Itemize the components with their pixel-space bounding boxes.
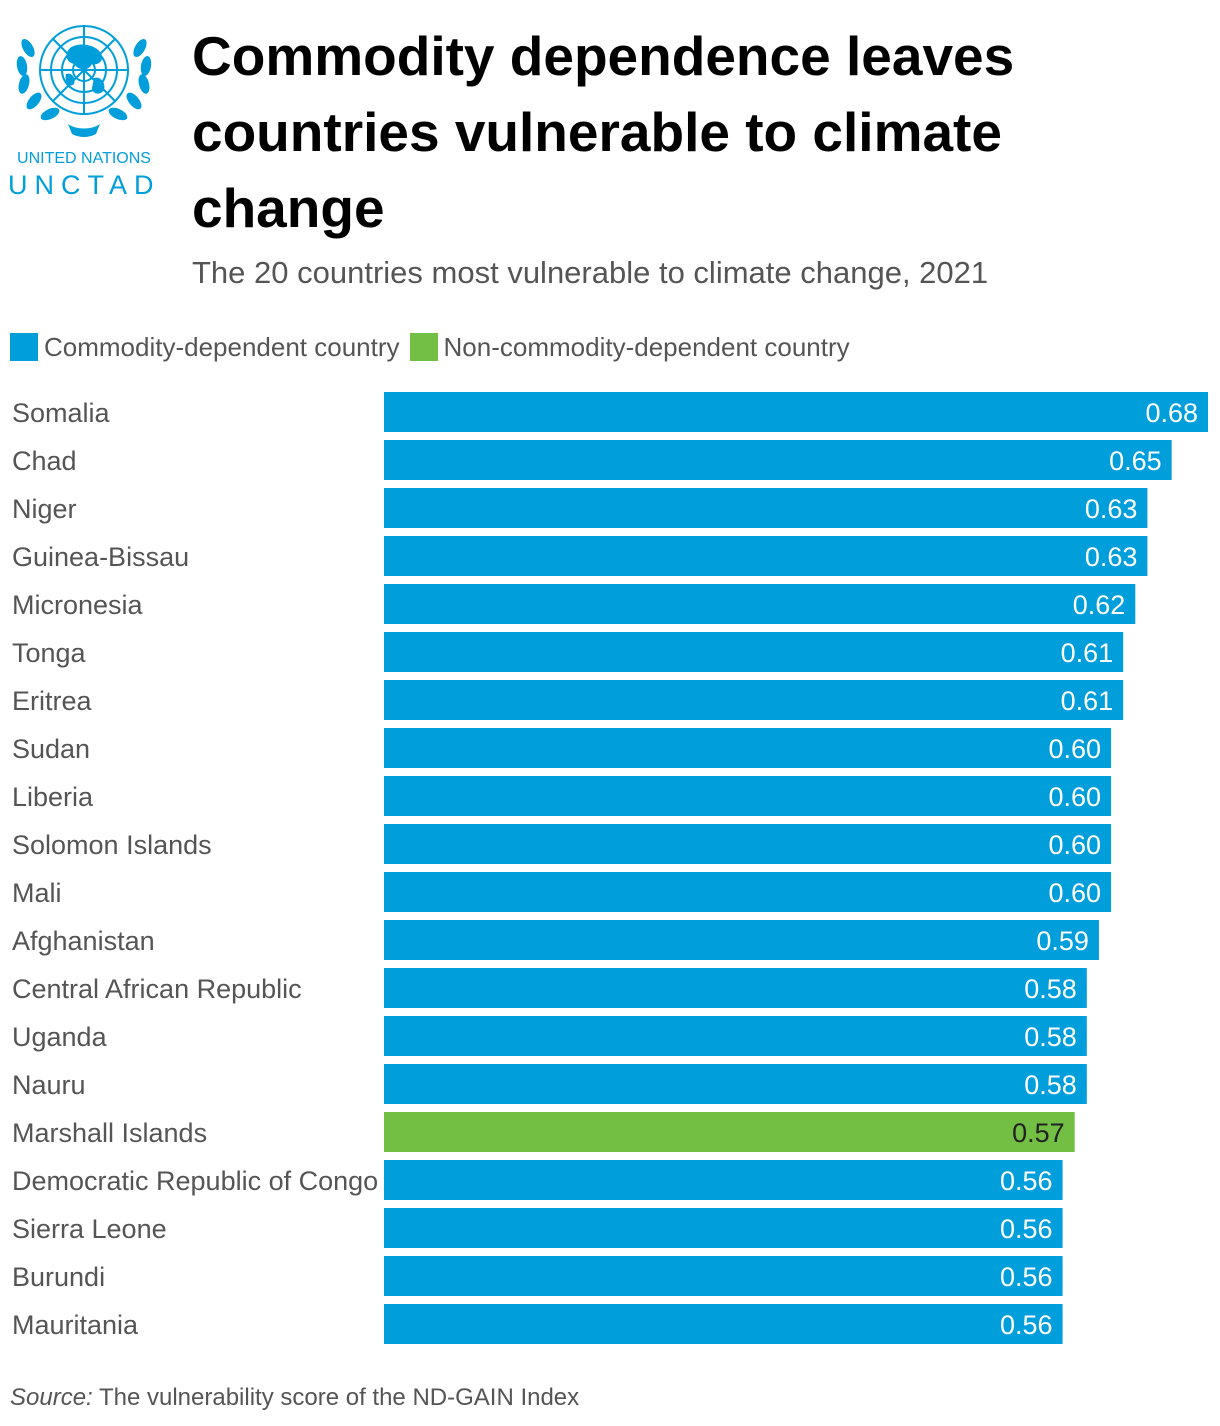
category-label: Afghanistan bbox=[12, 926, 155, 956]
bar bbox=[384, 1064, 1087, 1104]
bar bbox=[384, 680, 1124, 720]
category-label: Mauritania bbox=[12, 1310, 139, 1340]
source-prefix: Source: bbox=[10, 1384, 93, 1411]
bar bbox=[384, 536, 1148, 576]
bar bbox=[384, 632, 1124, 672]
category-label: Micronesia bbox=[12, 590, 144, 620]
bar bbox=[384, 1256, 1063, 1296]
bar bbox=[384, 1160, 1063, 1200]
bar-value-label: 0.58 bbox=[1024, 1022, 1077, 1052]
bar bbox=[384, 920, 1099, 960]
bar-value-label: 0.60 bbox=[1048, 734, 1101, 764]
bar bbox=[384, 872, 1112, 912]
bar-value-label: 0.56 bbox=[1000, 1214, 1053, 1244]
category-label: Central African Republic bbox=[12, 974, 302, 1004]
bar bbox=[384, 968, 1087, 1008]
bar bbox=[384, 1208, 1063, 1248]
chart-subtitle: The 20 countries most vulnerable to clim… bbox=[192, 255, 989, 290]
bar-value-label: 0.63 bbox=[1085, 542, 1138, 572]
bar-value-label: 0.56 bbox=[1000, 1166, 1053, 1196]
legend-item-commodity: Commodity-dependent country bbox=[10, 332, 400, 363]
bar-value-label: 0.61 bbox=[1061, 638, 1114, 668]
category-label: Eritrea bbox=[12, 686, 93, 716]
bar-value-label: 0.60 bbox=[1048, 782, 1101, 812]
bar-value-label: 0.61 bbox=[1061, 686, 1114, 716]
bar-value-label: 0.59 bbox=[1036, 926, 1089, 956]
category-label: Democratic Republic of Congo bbox=[12, 1166, 378, 1196]
un-emblem-icon bbox=[16, 25, 152, 137]
category-label: Somalia bbox=[12, 398, 111, 428]
bar-value-label: 0.65 bbox=[1109, 446, 1162, 476]
category-label: Tonga bbox=[12, 638, 87, 668]
legend: Commodity-dependent country Non-commodit… bbox=[10, 330, 860, 364]
bar-chart: Somalia 0.68 Chad 0.65 Niger 0.63 Guinea-Bissa… bbox=[12, 392, 1208, 1344]
legend-label-non-commodity: Non-commodity-dependent country bbox=[443, 331, 850, 362]
category-label: Sierra Leone bbox=[12, 1214, 167, 1244]
unctad-logo: UNITED NATIONS UNCTAD bbox=[8, 8, 161, 200]
category-label: Chad bbox=[12, 446, 77, 476]
bar bbox=[384, 824, 1112, 864]
category-label: Uganda bbox=[12, 1022, 108, 1052]
legend-swatch-non-commodity bbox=[409, 333, 438, 361]
category-label: Niger bbox=[12, 494, 77, 524]
bar bbox=[384, 584, 1136, 624]
category-label: Solomon Islands bbox=[12, 830, 212, 860]
source-text: The vulnerability score of the ND-GAIN I… bbox=[92, 1384, 580, 1411]
legend-swatch-commodity bbox=[10, 333, 38, 361]
source-note: Source: The vulnerability score of the N… bbox=[10, 1384, 579, 1412]
logo-text-united-nations: UNITED NATIONS bbox=[17, 150, 151, 167]
bar-value-label: 0.57 bbox=[1012, 1118, 1065, 1148]
bar-value-label: 0.68 bbox=[1145, 398, 1198, 428]
bar bbox=[384, 440, 1172, 480]
bar bbox=[384, 1304, 1063, 1344]
bar-value-label: 0.56 bbox=[1000, 1262, 1053, 1292]
bar-value-label: 0.58 bbox=[1024, 974, 1077, 1004]
bar-value-label: 0.58 bbox=[1024, 1070, 1077, 1100]
bar-value-label: 0.63 bbox=[1085, 494, 1138, 524]
legend-label-commodity: Commodity-dependent country bbox=[44, 331, 400, 362]
legend-item-non-commodity: Non-commodity-dependent country bbox=[409, 331, 850, 363]
bar bbox=[384, 728, 1112, 768]
category-label: Nauru bbox=[12, 1070, 86, 1100]
bar-value-label: 0.60 bbox=[1048, 878, 1101, 908]
category-label: Marshall Islands bbox=[12, 1118, 207, 1148]
chart-title: Commodity dependence leaves countries vu… bbox=[192, 25, 1015, 239]
bar-value-label: 0.62 bbox=[1073, 590, 1126, 620]
category-label: Burundi bbox=[12, 1262, 105, 1292]
category-label: Liberia bbox=[12, 782, 94, 812]
bar-value-label: 0.56 bbox=[1000, 1310, 1053, 1340]
bar bbox=[384, 1016, 1087, 1056]
category-label: Guinea-Bissau bbox=[12, 542, 189, 572]
bar bbox=[384, 488, 1148, 528]
logo-text-unctad: UNCTAD bbox=[8, 170, 161, 200]
category-label: Sudan bbox=[12, 734, 90, 764]
category-label: Mali bbox=[12, 878, 62, 908]
bar-value-label: 0.60 bbox=[1048, 830, 1101, 860]
bar bbox=[384, 1112, 1075, 1152]
bar bbox=[384, 776, 1112, 816]
bar bbox=[384, 392, 1208, 432]
